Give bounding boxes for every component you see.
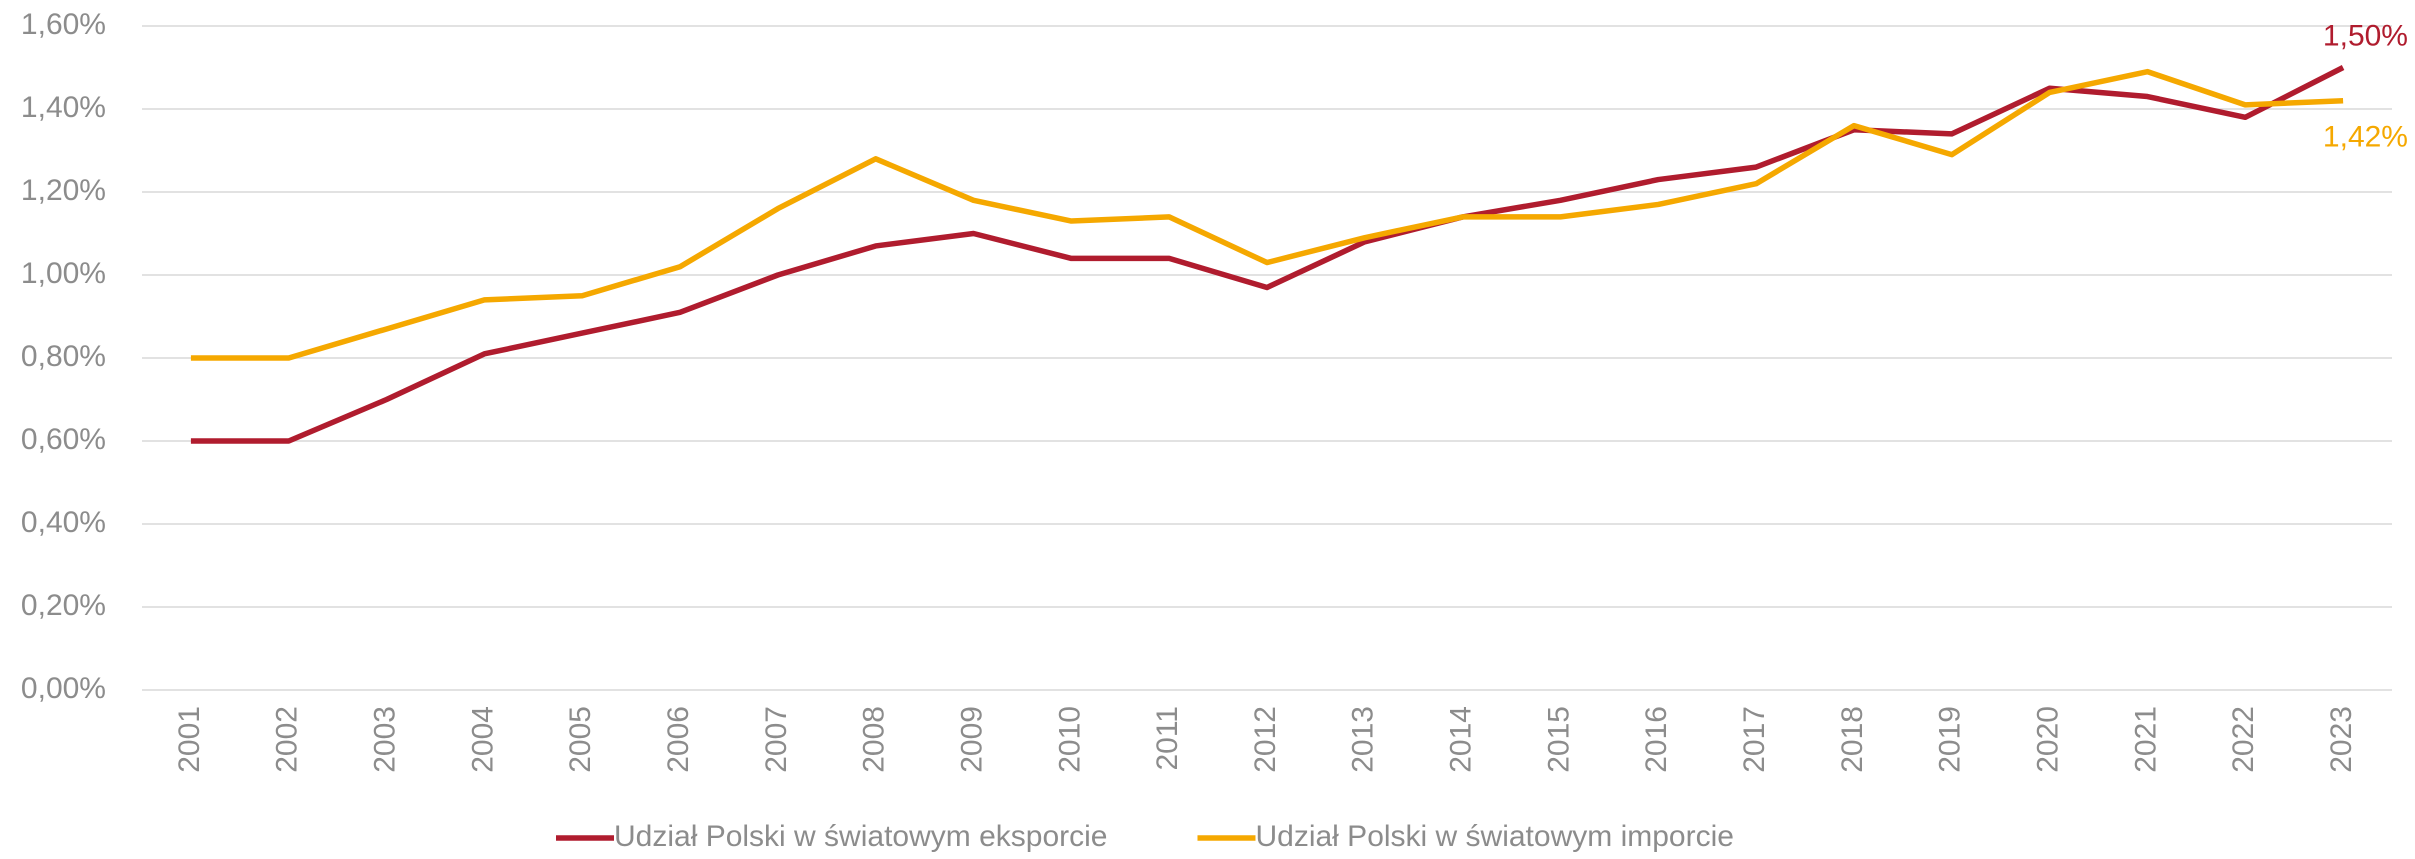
y-tick-label: 0,20% <box>21 589 106 622</box>
x-tick-label: 2007 <box>760 706 793 773</box>
x-tick-label: 2020 <box>2032 706 2065 773</box>
x-tick-label: 2022 <box>2227 706 2260 773</box>
y-tick-label: 0,40% <box>21 506 106 539</box>
series-line <box>190 68 2344 361</box>
y-tick-label: 1,60% <box>21 8 106 41</box>
legend-label: Udział Polski w światowym imporcie <box>1255 820 1733 853</box>
y-tick-label: 0,80% <box>21 340 106 373</box>
y-tick-label: 1,40% <box>21 91 106 124</box>
x-tick-label: 2004 <box>466 706 499 773</box>
x-tick-label: 2016 <box>1640 706 1673 773</box>
x-tick-label: 2009 <box>955 706 988 773</box>
x-tick-label: 2017 <box>1738 706 1771 773</box>
x-tick-label: 2012 <box>1249 706 1282 773</box>
x-tick-label: 2014 <box>1445 706 1478 773</box>
x-tick-label: 2019 <box>1934 706 1967 773</box>
x-tick-label: 2008 <box>858 706 891 773</box>
data-label: 1,42% <box>2323 121 2408 154</box>
data-label: 1,50% <box>2323 19 2408 52</box>
x-tick-label: 2006 <box>662 706 695 773</box>
y-tick-label: 1,00% <box>21 257 106 290</box>
x-tick-label: 2023 <box>2325 706 2358 773</box>
legend-label: Udział Polski w światowym eksporcie <box>614 820 1107 853</box>
x-tick-label: 2003 <box>368 706 401 773</box>
x-tick-label: 2013 <box>1347 706 1380 773</box>
x-tick-label: 2005 <box>564 706 597 773</box>
y-tick-label: 0,00% <box>21 672 106 705</box>
x-tick-label: 2018 <box>1836 706 1869 773</box>
y-tick-label: 1,20% <box>21 174 106 207</box>
x-tick-label: 2011 <box>1151 706 1184 771</box>
x-tick-label: 2021 <box>2129 706 2162 773</box>
x-tick-label: 2001 <box>173 706 206 773</box>
x-tick-label: 2015 <box>1542 706 1575 773</box>
x-tick-label: 2010 <box>1053 706 1086 773</box>
y-tick-label: 0,60% <box>21 423 106 456</box>
series-line <box>190 65 2345 444</box>
x-tick-label: 2002 <box>271 706 304 773</box>
